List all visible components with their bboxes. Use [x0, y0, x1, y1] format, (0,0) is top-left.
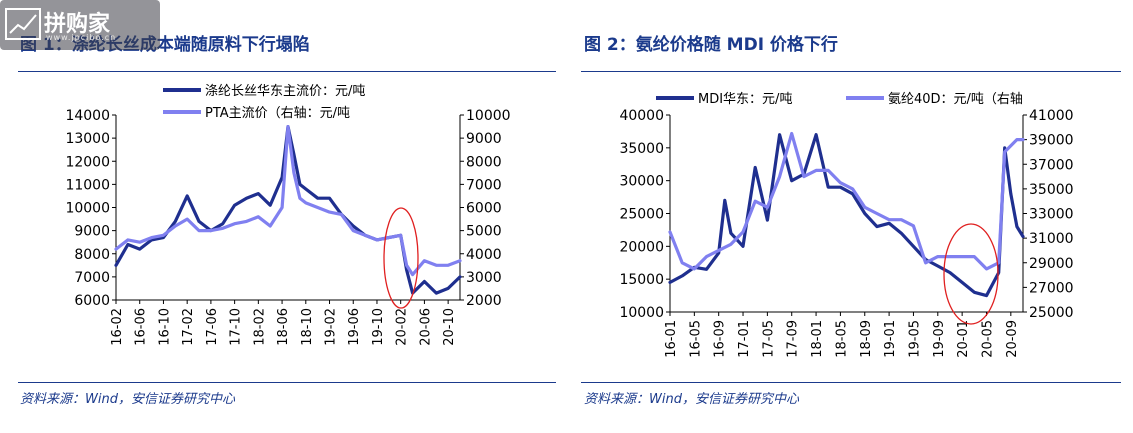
left-right-tick-label: 2000 [466, 293, 502, 309]
right-x-tick-label: 16-01 [664, 320, 679, 358]
left-left-tick-label: 11000 [65, 177, 110, 193]
left-x-tick-label: 17-06 [205, 308, 220, 346]
left-chart: 6000 7000 8000 9000 10000 11000 12000 13000 1400… [65, 84, 511, 346]
right-legend-label-2: 氨纶40D：元/吨（右轴 [888, 92, 1023, 107]
left-x-tick-label: 18-10 [300, 308, 315, 346]
right-x-tick-label: 20-09 [1005, 320, 1020, 358]
right-x-tick-label: 16-09 [713, 320, 728, 358]
left-x-tick-label: 20-10 [442, 308, 457, 346]
left-left-tick-label: 8000 [74, 247, 110, 263]
left-x-tick-label: 16-10 [157, 308, 172, 346]
left-x-tick-label: 19-02 [324, 308, 339, 346]
left-x-tick-label: 17-10 [229, 308, 244, 346]
left-panel: 图 1：涤纶长丝成本端随原料下行塌陷 6000 7000 8000 9000 10000… [0, 0, 566, 433]
left-right-tick-label: 4000 [466, 247, 502, 263]
left-left-tick-label: 12000 [65, 154, 110, 170]
left-x-tick-label: 18-02 [252, 308, 267, 346]
right-x-tick-label: 17-09 [786, 320, 801, 358]
left-legend-label-2: PTA主流价（右轴：元/吨 [205, 106, 350, 121]
chart-logo-icon [5, 8, 41, 40]
left-right-tick-label: 6000 [466, 201, 502, 217]
right-panel: 图 2：氨纶价格随 MDI 价格下行 10000 15000 20000 25000 3… [566, 0, 1133, 433]
left-right-tick-label: 8000 [466, 154, 502, 170]
right-left-tick-label: 10000 [619, 305, 664, 321]
right-source: 资料来源：Wind，安信证券研究中心 [584, 392, 799, 407]
right-x-tick-label: 17-05 [761, 320, 776, 358]
watermark-logo: 拼购家 www.jpcibo.cn [0, 0, 160, 50]
right-chart: 10000 15000 20000 25000 30000 35000 40000 25000… [619, 92, 1074, 358]
right-title-rule [581, 71, 1121, 72]
right-series-2-line [668, 131, 1025, 271]
right-x-tick-label: 19-05 [907, 320, 922, 358]
right-x-tick-label: 18-05 [834, 320, 849, 358]
left-highlight-ellipse [383, 207, 419, 309]
left-right-tick-label: 7000 [466, 177, 502, 193]
right-x-tick-label: 19-01 [883, 320, 898, 358]
right-left-tick-label: 30000 [619, 174, 664, 190]
right-right-tick-label: 27000 [1029, 280, 1074, 296]
right-left-tick-label: 35000 [619, 141, 664, 157]
right-series-1-line [668, 133, 1025, 298]
left-left-tick-label: 6000 [74, 293, 110, 309]
left-x-tick-label: 20-02 [395, 308, 410, 346]
right-x-tick-label: 18-09 [859, 320, 874, 358]
left-series-2-line [114, 124, 462, 277]
watermark-url: www.jpcibo.cn [46, 33, 117, 42]
left-x-tick-label: 16-02 [110, 308, 125, 346]
right-x-tick-label: 17-01 [737, 320, 752, 358]
left-x-tick-label: 19-10 [371, 308, 386, 346]
left-source-rule [18, 382, 556, 383]
left-left-tick-label: 9000 [74, 224, 110, 240]
right-legend-label-1: MDI华东：元/吨 [698, 92, 792, 107]
right-left-tick-label: 15000 [619, 272, 664, 288]
left-left-tick-label: 13000 [65, 131, 110, 147]
left-left-tick-label: 14000 [65, 108, 110, 124]
right-x-tick-label: 20-05 [980, 320, 995, 358]
right-left-tick-label: 25000 [619, 207, 664, 223]
left-right-tick-label: 10000 [466, 108, 511, 124]
left-x-tick-label: 19-06 [347, 308, 362, 346]
right-left-tick-label: 40000 [619, 108, 664, 124]
left-right-tick-label: 3000 [466, 270, 502, 286]
left-x-tick-label: 20-06 [418, 308, 433, 346]
right-right-tick-label: 35000 [1029, 182, 1074, 198]
right-right-tick-label: 25000 [1029, 305, 1074, 321]
right-right-tick-label: 37000 [1029, 157, 1074, 173]
right-highlight-ellipse [943, 223, 999, 325]
right-right-tick-label: 31000 [1029, 231, 1074, 247]
left-legend-label-1: 涤纶长丝华东主流价：元/吨 [205, 84, 365, 99]
left-right-tick-label: 5000 [466, 224, 502, 240]
left-title-rule [18, 71, 556, 72]
right-x-tick-label: 20-01 [956, 320, 971, 358]
right-x-tick-label: 16-05 [688, 320, 703, 358]
left-x-tick-label: 17-02 [181, 308, 196, 346]
right-source-rule [581, 382, 1121, 383]
watermark-name: 拼购家 [44, 12, 111, 37]
right-left-tick-label: 20000 [619, 239, 664, 255]
right-chart-title: 图 2：氨纶价格随 MDI 价格下行 [584, 35, 838, 55]
left-x-tick-label: 18-06 [276, 308, 291, 346]
left-source: 资料来源：Wind，安信证券研究中心 [20, 392, 235, 407]
right-right-tick-label: 29000 [1029, 256, 1074, 272]
left-left-tick-label: 7000 [74, 270, 110, 286]
right-right-tick-label: 41000 [1029, 108, 1074, 124]
left-x-tick-label: 16-06 [134, 308, 149, 346]
right-x-tick-label: 18-01 [810, 320, 825, 358]
right-x-tick-label: 19-09 [932, 320, 947, 358]
right-right-tick-label: 39000 [1029, 133, 1074, 149]
left-left-tick-label: 10000 [65, 201, 110, 217]
left-right-tick-label: 9000 [466, 131, 502, 147]
right-right-tick-label: 33000 [1029, 207, 1074, 223]
